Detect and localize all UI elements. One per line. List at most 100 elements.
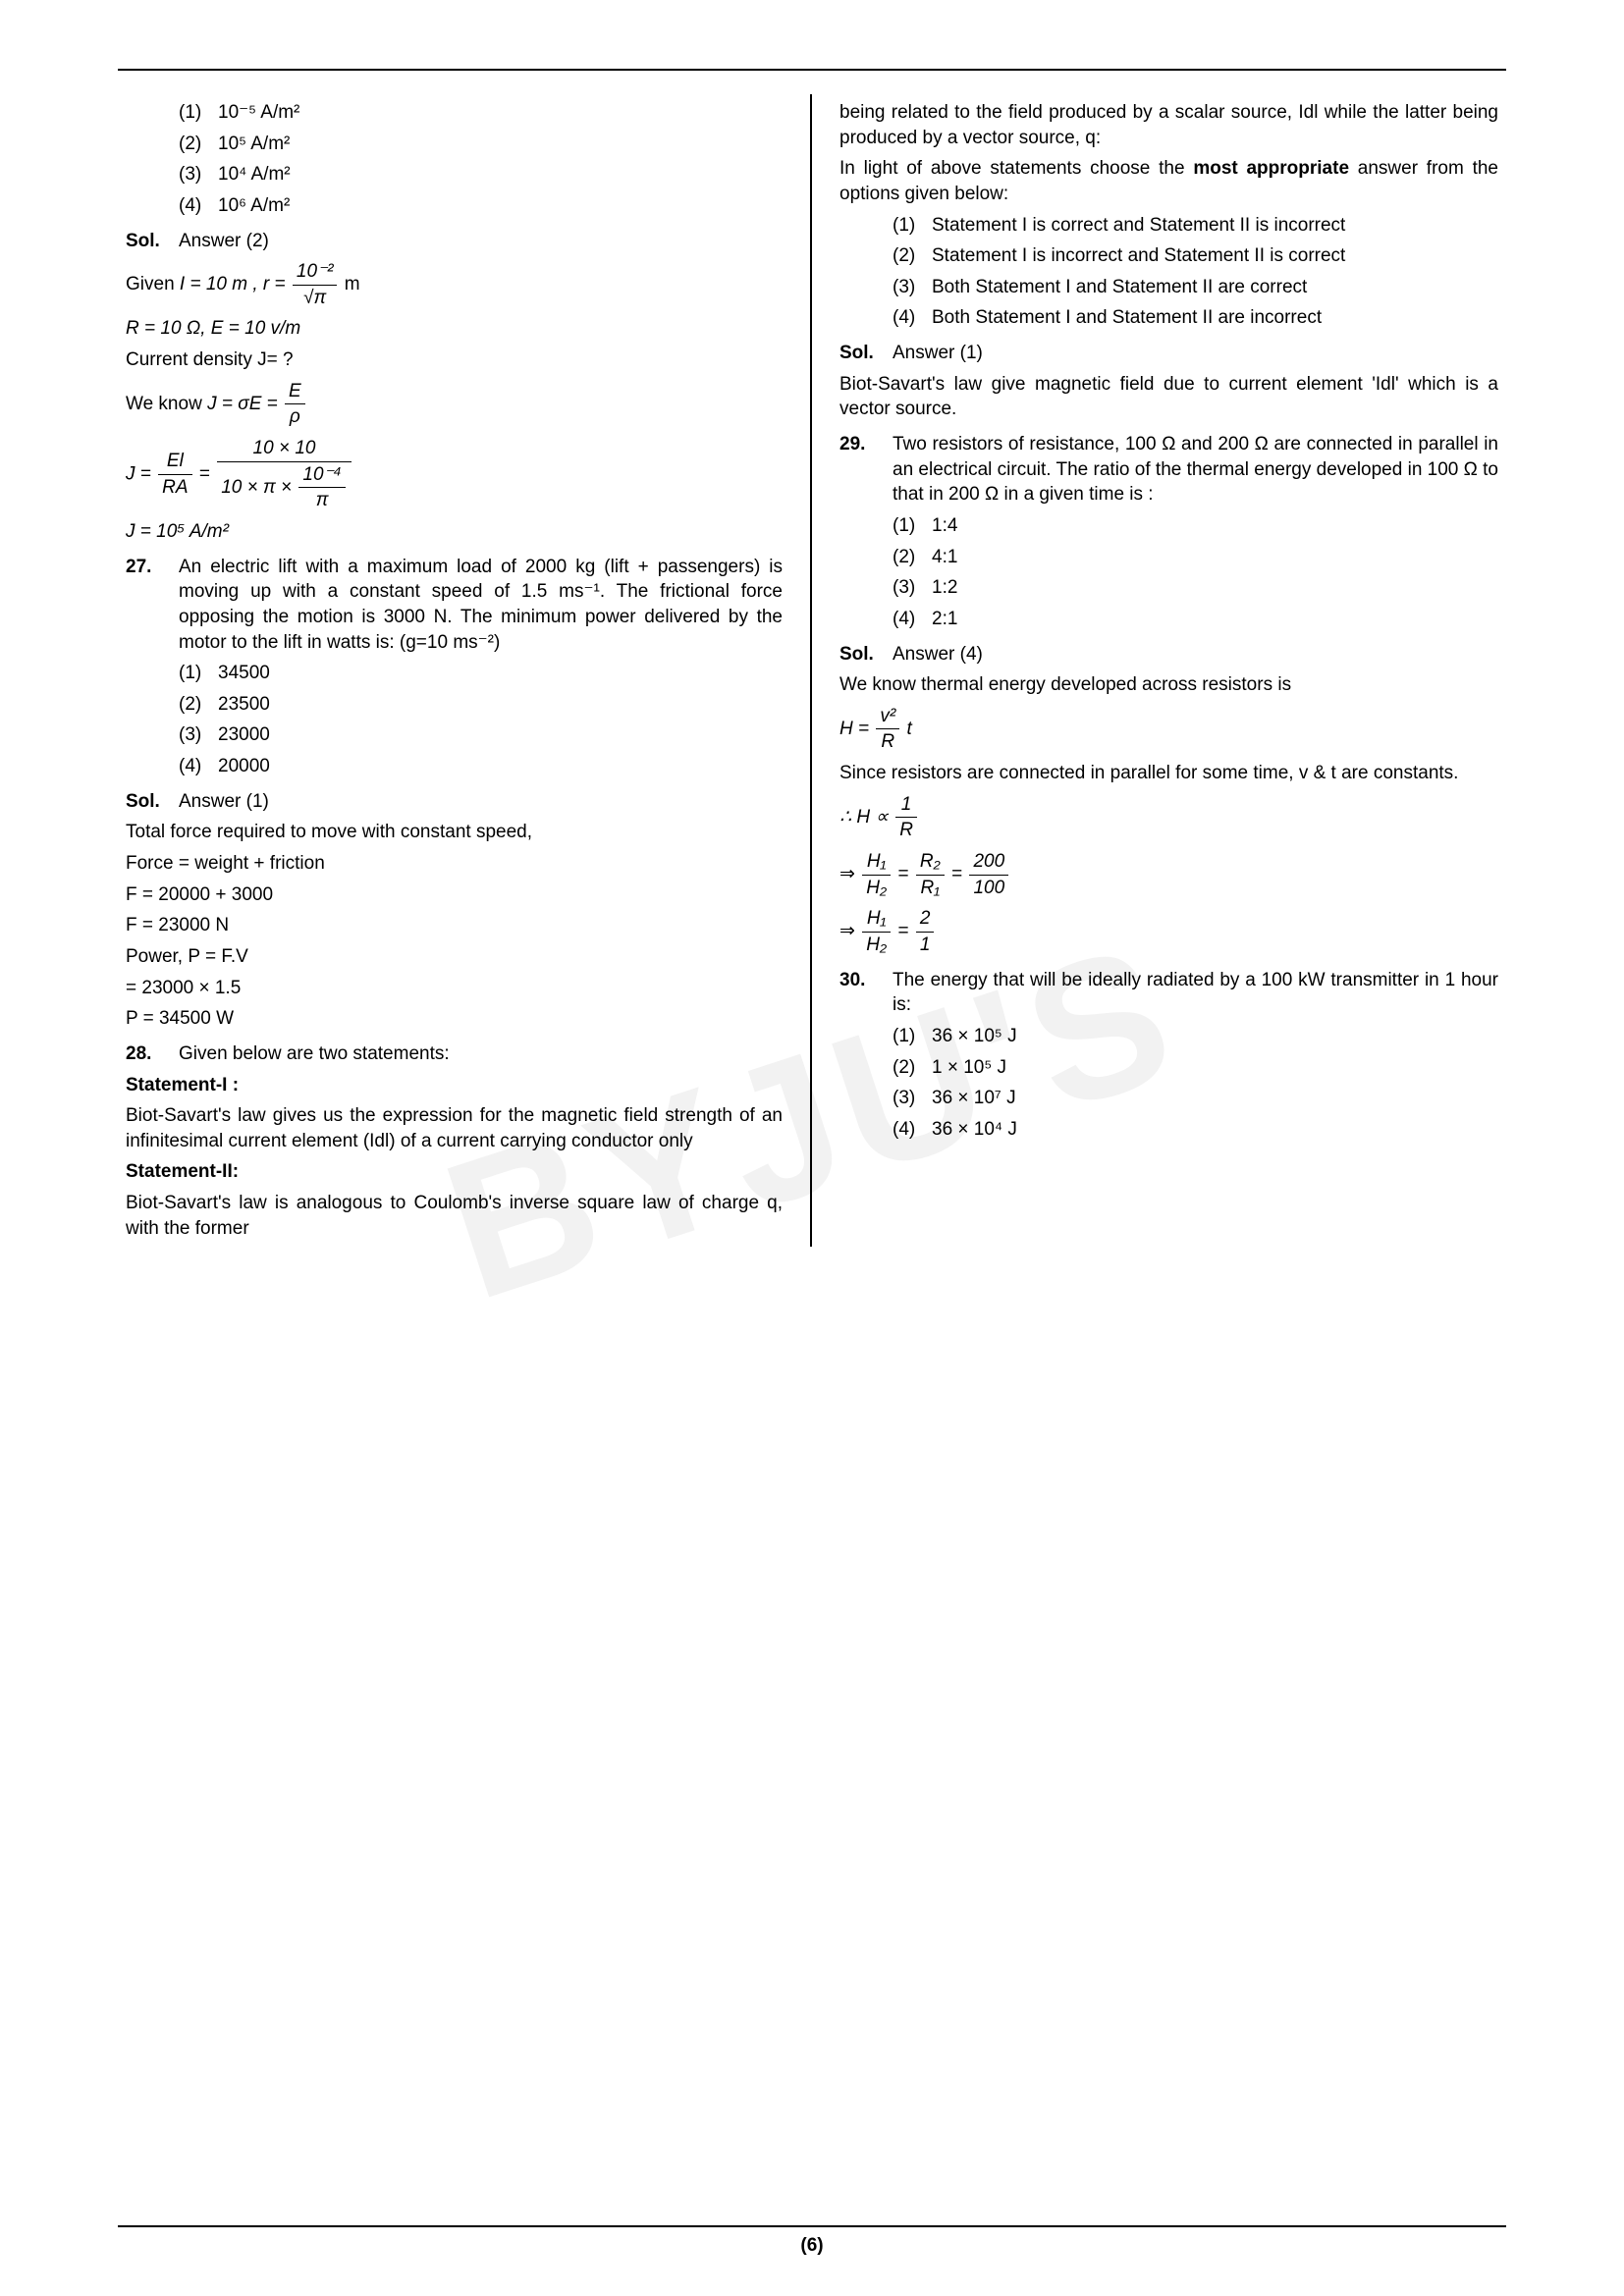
- option-text: 2:1: [932, 607, 1498, 632]
- q29-row: 29. Two resistors of resistance, 100 Ω a…: [839, 432, 1498, 507]
- text: =: [897, 921, 913, 941]
- q26-solution-row: Sol. Answer (2): [126, 229, 783, 254]
- text: =: [951, 864, 967, 884]
- option-text: 10⁴ A/m²: [218, 162, 783, 187]
- q27-option-1: (1)34500: [179, 661, 783, 686]
- text-bold: most appropriate: [1193, 158, 1349, 179]
- option-mark: (2): [179, 132, 218, 157]
- text: Given: [126, 274, 180, 294]
- numerator: 10 × 10: [217, 436, 352, 462]
- question-number: 28.: [126, 1041, 179, 1067]
- option-mark: (4): [893, 305, 932, 331]
- q27-options: (1)34500 (2)23500 (3)23000 (4)20000: [179, 661, 783, 779]
- denominator: 100: [969, 876, 1008, 901]
- option-text: 10⁶ A/m²: [218, 193, 783, 219]
- q28-st1: Biot-Savart's law gives us the expressio…: [126, 1103, 783, 1153]
- q26-line3: Current density J= ?: [126, 347, 783, 373]
- denominator: H₂: [862, 876, 891, 901]
- page-footer: (6): [118, 2225, 1506, 2259]
- option-mark: (3): [179, 722, 218, 748]
- option-text: 1:2: [932, 575, 1498, 601]
- q30-option-3: (3)36 × 10⁷ J: [893, 1086, 1498, 1111]
- q29-eq3: ⇒ H₁H₂ = R₂R₁ = 200100: [839, 849, 1498, 900]
- q28-option-1: (1)Statement I is correct and Statement …: [893, 213, 1498, 239]
- numerator: 10⁻⁴: [298, 462, 345, 489]
- q27-option-4: (4)20000: [179, 754, 783, 779]
- two-column-layout: (1) 10⁻⁵ A/m² (2) 10⁵ A/m² (3) 10⁴ A/m² …: [118, 94, 1506, 1247]
- q28-instruction: In light of above statements choose the …: [839, 156, 1498, 206]
- q27-s6: = 23000 × 1.5: [126, 976, 783, 1001]
- option-mark: (2): [893, 1055, 932, 1081]
- numerator: E: [285, 379, 305, 405]
- numerator: 1: [895, 792, 917, 819]
- text: ∴ H ∝: [839, 807, 893, 828]
- text: J = σE =: [207, 394, 283, 414]
- option-mark: (4): [893, 607, 932, 632]
- denominator: R₁: [916, 876, 945, 901]
- text: In light of above statements choose the: [839, 158, 1193, 179]
- q27-s2: Force = weight + friction: [126, 851, 783, 877]
- option-text: 20000: [218, 754, 783, 779]
- text: H =: [839, 719, 874, 739]
- option-mark: (4): [179, 193, 218, 219]
- q28-st2-label: Statement-II:: [126, 1159, 783, 1185]
- q26-option-2: (2) 10⁵ A/m²: [179, 132, 783, 157]
- q29-eq4: ⇒ H₁H₂ = 21: [839, 906, 1498, 957]
- denominator: π: [298, 488, 345, 513]
- q26-line5: J = El RA = 10 × 10 10 × π × 10⁻⁴ π: [126, 436, 783, 513]
- question-text: Two resistors of resistance, 100 Ω and 2…: [893, 432, 1498, 507]
- q26-options-block: (1) 10⁻⁵ A/m² (2) 10⁵ A/m² (3) 10⁴ A/m² …: [179, 100, 783, 219]
- q29-eq1: H = v² R t: [839, 704, 1498, 755]
- solution-label: Sol.: [839, 341, 893, 366]
- q27-sol-row: Sol. Answer (1): [126, 789, 783, 815]
- q28-options: (1)Statement I is correct and Statement …: [893, 213, 1498, 332]
- q29-s1: We know thermal energy developed across …: [839, 672, 1498, 698]
- right-column: being related to the field produced by a…: [812, 94, 1506, 1247]
- answer-text: Answer (1): [893, 341, 1498, 366]
- numerator: v²: [876, 704, 899, 730]
- q26-line4: We know J = σE = E ρ: [126, 379, 783, 430]
- option-text: 36 × 10⁴ J: [932, 1117, 1498, 1143]
- option-text: 23500: [218, 692, 783, 718]
- fraction: E ρ: [285, 379, 305, 430]
- option-text: Statement I is incorrect and Statement I…: [932, 243, 1498, 269]
- q27-option-3: (3)23000: [179, 722, 783, 748]
- q29-eq2: ∴ H ∝ 1 R: [839, 792, 1498, 843]
- option-text: 10⁵ A/m²: [218, 132, 783, 157]
- option-text: 1 × 10⁵ J: [932, 1055, 1498, 1081]
- numerator: 2: [916, 906, 935, 933]
- denominator: √π: [293, 286, 338, 311]
- fraction: 10 × 10 10 × π × 10⁻⁴ π: [217, 436, 352, 513]
- option-text: 36 × 10⁵ J: [932, 1024, 1498, 1049]
- option-text: Statement I is correct and Statement II …: [932, 213, 1498, 239]
- q29-options: (1)1:4 (2)4:1 (3)1:2 (4)2:1: [893, 513, 1498, 632]
- q28-option-4: (4)Both Statement I and Statement II are…: [893, 305, 1498, 331]
- page-number: (6): [800, 2235, 823, 2256]
- text: We know: [126, 394, 207, 414]
- option-mark: (4): [893, 1117, 932, 1143]
- numerator: 200: [969, 849, 1008, 876]
- q28-sol-text: Biot-Savart's law give magnetic field du…: [839, 372, 1498, 422]
- question-text: The energy that will be ideally radiated…: [893, 968, 1498, 1018]
- fraction: El RA: [158, 449, 191, 500]
- option-text: 10⁻⁵ A/m²: [218, 100, 783, 126]
- solution-label: Sol.: [126, 229, 179, 254]
- option-mark: (1): [893, 1024, 932, 1049]
- text: t: [906, 719, 911, 739]
- denominator: ρ: [285, 404, 305, 430]
- q28-option-3: (3)Both Statement I and Statement II are…: [893, 275, 1498, 300]
- denominator: H₂: [862, 933, 891, 958]
- q28-st1-label: Statement-I :: [126, 1073, 783, 1098]
- question-number: 27.: [126, 555, 179, 656]
- q29-option-1: (1)1:4: [893, 513, 1498, 539]
- q30-option-4: (4)36 × 10⁴ J: [893, 1117, 1498, 1143]
- q28-option-2: (2)Statement I is incorrect and Statemen…: [893, 243, 1498, 269]
- numerator: H₁: [862, 849, 891, 876]
- q26-option-3: (3) 10⁴ A/m²: [179, 162, 783, 187]
- fraction: H₁H₂: [862, 906, 891, 957]
- fraction: v² R: [876, 704, 899, 755]
- option-mark: (2): [893, 545, 932, 570]
- option-text: 23000: [218, 722, 783, 748]
- q29-option-4: (4)2:1: [893, 607, 1498, 632]
- q26-line6: J = 10⁵ A/m²: [126, 519, 783, 545]
